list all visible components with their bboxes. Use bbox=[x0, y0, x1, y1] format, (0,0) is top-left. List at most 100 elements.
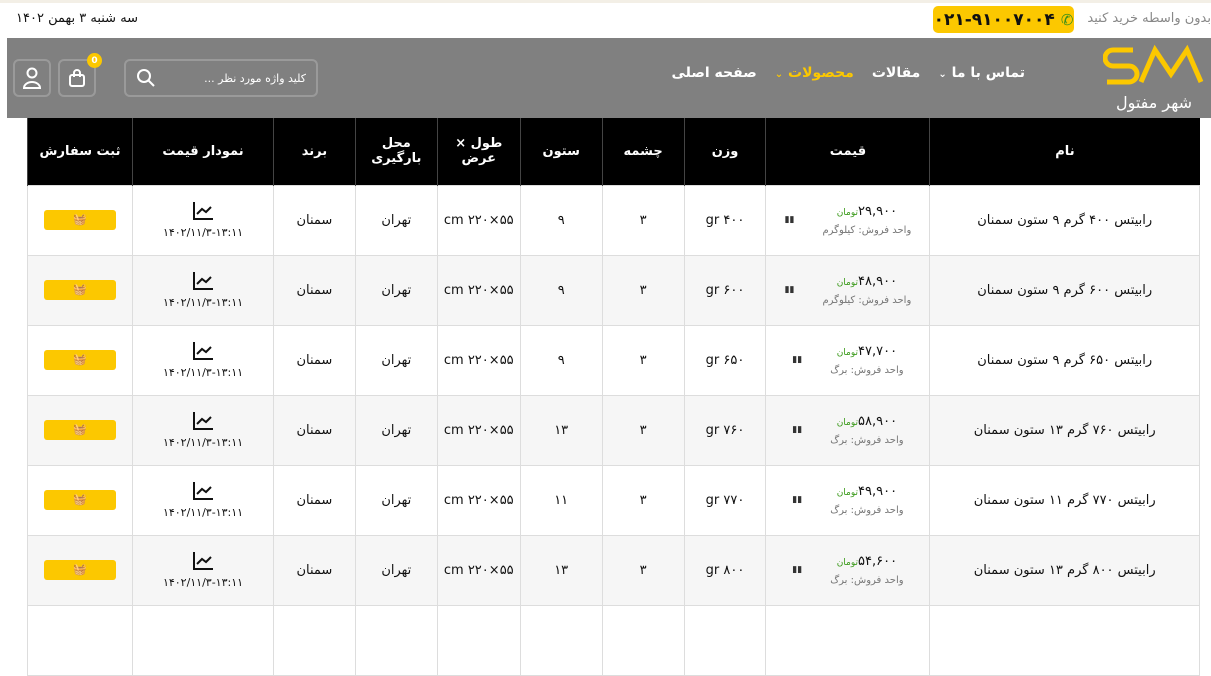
phone-icon: ✆ bbox=[1060, 10, 1074, 29]
loading-place: تهران bbox=[354, 184, 438, 256]
price-chart-cell: ۱۴۰۲/۱۱/۳-۱۳:۱۱ bbox=[132, 254, 274, 326]
line-chart-icon[interactable] bbox=[192, 411, 214, 431]
product-name[interactable]: رابیتس ۶۵۰ گرم ۹ ستون سمنان bbox=[929, 324, 1200, 396]
compare-icon[interactable]: ▮▮ bbox=[792, 495, 803, 505]
price-value: ۵۸,۹۰۰ bbox=[858, 414, 898, 429]
order-cell: 🧺 bbox=[26, 184, 134, 256]
cheshmeh: ۳ bbox=[601, 324, 685, 396]
cheshmeh: ۳ bbox=[601, 534, 685, 606]
menu-home[interactable]: صفحه اصلی bbox=[671, 65, 757, 81]
cart-button[interactable]: 0 bbox=[58, 53, 102, 97]
cheshmeh: ۳ bbox=[601, 394, 685, 466]
column-header: چشمه bbox=[601, 118, 685, 185]
product-name[interactable]: رابیتس ۴۰۰ گرم ۹ ستون سمنان bbox=[929, 184, 1200, 256]
table-row bbox=[26, 604, 1200, 676]
empty-cell bbox=[601, 604, 685, 676]
update-date: ۱۴۰۲/۱۱/۳-۱۳:۱۱ bbox=[162, 575, 244, 589]
search-box bbox=[124, 59, 318, 97]
logo[interactable]: شهر مفتول bbox=[1103, 44, 1205, 114]
order-button[interactable]: 🧺 bbox=[44, 210, 117, 230]
price-chart-cell: ۱۴۰۲/۱۱/۳-۱۳:۱۱ bbox=[132, 394, 274, 466]
update-date: ۱۴۰۲/۱۱/۳-۱۳:۱۱ bbox=[162, 225, 244, 239]
line-chart-icon[interactable] bbox=[192, 271, 214, 291]
loading-place: تهران bbox=[354, 324, 438, 396]
brand: سمنان bbox=[272, 464, 356, 536]
table-row: رابیتس ۶۰۰ گرم ۹ ستون سمنان ۴۸,۹۰۰تومان و… bbox=[26, 254, 1200, 326]
compare-icon[interactable]: ▮▮ bbox=[792, 565, 803, 575]
update-date: ۱۴۰۲/۱۱/۳-۱۳:۱۱ bbox=[162, 365, 244, 379]
line-chart-icon[interactable] bbox=[192, 341, 214, 361]
empty-cell bbox=[929, 604, 1200, 676]
size: ۵۵×۲۲۰ cm bbox=[436, 534, 521, 606]
brand: سمنان bbox=[272, 534, 356, 606]
menu: صفحه اصلی محصولات ⌄ مقالات تماس با ما ⌄ bbox=[671, 65, 1025, 81]
column-header: ستون bbox=[519, 118, 603, 185]
order-button[interactable]: 🧺 bbox=[44, 280, 117, 300]
brand: سمنان bbox=[272, 254, 356, 326]
empty-cell bbox=[26, 604, 134, 676]
price-value: ۴۷,۷۰۰ bbox=[858, 344, 898, 359]
compare-icon[interactable]: ▮▮ bbox=[792, 355, 803, 365]
top-strip bbox=[0, 0, 1211, 3]
price-chart-cell: ۱۴۰۲/۱۱/۳-۱۳:۱۱ bbox=[132, 184, 274, 256]
menu-contact-label: تماس با ما bbox=[951, 65, 1025, 81]
main-nav: شهر مفتول صفحه اصلی محصولات ⌄ مقالات تما… bbox=[7, 38, 1211, 118]
line-chart-icon[interactable] bbox=[192, 481, 214, 501]
phone-number: ۰۲۱-۹۱۰۰۷۰۰۴ bbox=[933, 9, 1055, 30]
sale-unit: واحد فروش: کیلوگرم bbox=[822, 225, 912, 236]
price-cell: ۴۹,۹۰۰تومان واحد فروش: برگ ▮▮ bbox=[765, 464, 931, 536]
currency: تومان bbox=[836, 558, 859, 568]
line-chart-icon[interactable] bbox=[192, 551, 214, 571]
column-header: نمودار قیمت bbox=[132, 118, 274, 185]
product-name[interactable]: رابیتس ۸۰۰ گرم ۱۳ ستون سمنان bbox=[929, 534, 1200, 606]
order-button[interactable]: 🧺 bbox=[44, 490, 117, 510]
compare-icon[interactable]: ▮▮ bbox=[784, 215, 795, 225]
order-button[interactable]: 🧺 bbox=[44, 560, 117, 580]
shopping-bag-icon bbox=[69, 69, 85, 87]
column-header: وزن bbox=[683, 118, 766, 185]
size: ۵۵×۲۲۰ cm bbox=[436, 254, 521, 326]
price-value: ۴۸,۹۰۰ bbox=[858, 274, 898, 289]
basket-icon: 🧺 bbox=[73, 423, 87, 436]
price-cell: ۵۴,۶۰۰تومان واحد فروش: برگ ▮▮ bbox=[765, 534, 931, 606]
product-name[interactable]: رابیتس ۷۶۰ گرم ۱۳ ستون سمنان bbox=[929, 394, 1200, 466]
order-cell: 🧺 bbox=[26, 324, 134, 396]
search-input[interactable] bbox=[176, 71, 306, 85]
column-header: محل بارگیری bbox=[354, 118, 438, 185]
compare-icon[interactable]: ▮▮ bbox=[784, 285, 795, 295]
basket-icon: 🧺 bbox=[73, 213, 87, 226]
weight: ۸۰۰ gr bbox=[683, 534, 767, 606]
phone-button[interactable]: ۰۲۱-۹۱۰۰۷۰۰۴ ✆ bbox=[933, 6, 1074, 33]
currency: تومان bbox=[836, 418, 859, 428]
empty-cell bbox=[354, 604, 438, 676]
empty-cell bbox=[132, 604, 274, 676]
empty-cell bbox=[765, 604, 931, 676]
price-cell: ۴۸,۹۰۰تومان واحد فروش: کیلوگرم ▮▮ bbox=[765, 254, 931, 326]
sale-unit: واحد فروش: برگ bbox=[830, 575, 904, 586]
menu-contact[interactable]: تماس با ما ⌄ bbox=[938, 65, 1025, 81]
empty-cell bbox=[272, 604, 356, 676]
weight: ۴۰۰ gr bbox=[683, 184, 767, 256]
currency: تومان bbox=[836, 278, 859, 288]
account-button[interactable] bbox=[13, 59, 51, 97]
empty-cell bbox=[436, 604, 521, 676]
product-name[interactable]: رابیتس ۷۷۰ گرم ۱۱ ستون سمنان bbox=[929, 464, 1200, 536]
currency: تومان bbox=[836, 488, 859, 498]
column-header: نام bbox=[929, 118, 1200, 185]
line-chart-icon[interactable] bbox=[192, 201, 214, 221]
update-date: ۱۴۰۲/۱۱/۳-۱۳:۱۱ bbox=[162, 435, 244, 449]
search-icon[interactable] bbox=[136, 68, 156, 88]
price-chart-cell: ۱۴۰۲/۱۱/۳-۱۳:۱۱ bbox=[132, 324, 274, 396]
price-chart-cell: ۱۴۰۲/۱۱/۳-۱۳:۱۱ bbox=[132, 464, 274, 536]
cheshmeh: ۳ bbox=[601, 184, 685, 256]
loading-place: تهران bbox=[354, 534, 438, 606]
basket-icon: 🧺 bbox=[73, 353, 87, 366]
order-button[interactable]: 🧺 bbox=[44, 420, 117, 440]
menu-products[interactable]: محصولات ⌄ bbox=[775, 65, 854, 81]
compare-icon[interactable]: ▮▮ bbox=[792, 425, 803, 435]
product-name[interactable]: رابیتس ۶۰۰ گرم ۹ ستون سمنان bbox=[929, 254, 1200, 326]
menu-articles[interactable]: مقالات bbox=[871, 65, 921, 81]
order-button[interactable]: 🧺 bbox=[44, 350, 117, 370]
tagline: بدون واسطه خرید کنید bbox=[1087, 11, 1211, 26]
sale-unit: واحد فروش: کیلوگرم bbox=[822, 295, 912, 306]
